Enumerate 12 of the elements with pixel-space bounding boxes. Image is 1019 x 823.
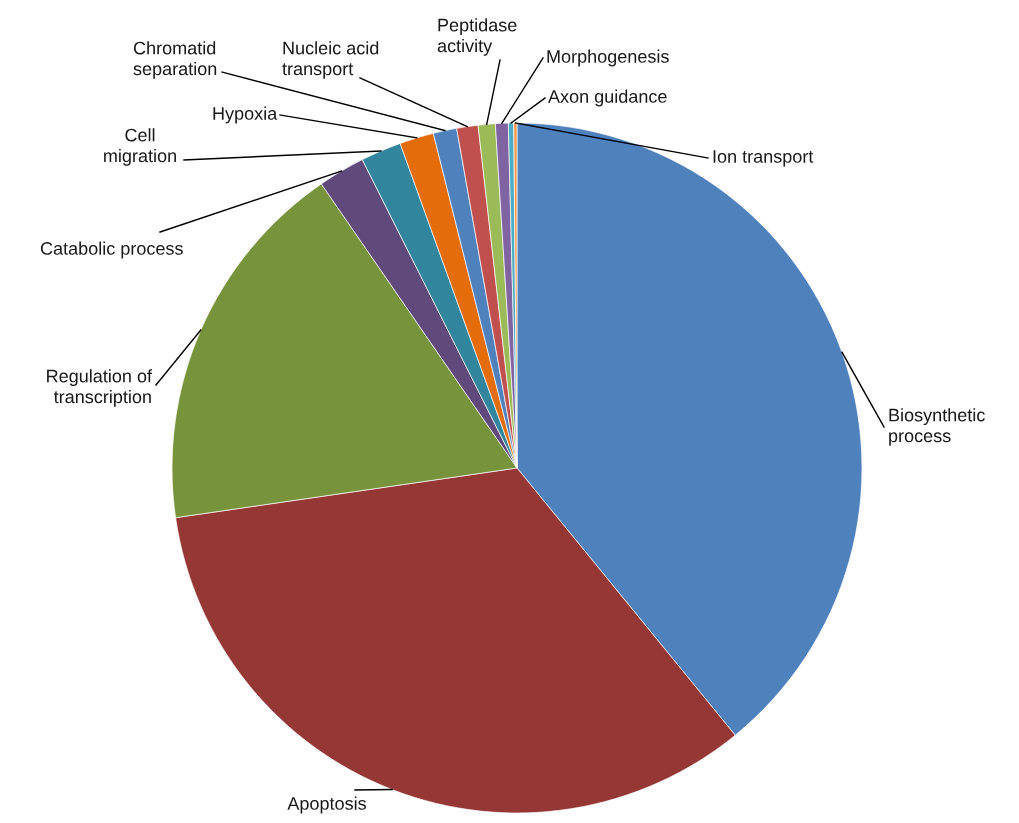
slice-label: Biosynthetic process xyxy=(889,408,985,446)
slice-label: Peptidase activity xyxy=(437,18,517,56)
slice-label: Chromatid separation xyxy=(133,41,217,79)
slice-label: Catabolic process xyxy=(40,241,183,259)
slice-label: Nucleic acid transport xyxy=(282,41,379,79)
slice-label: Regulation of transcription xyxy=(47,369,153,407)
slice-label: Apoptosis xyxy=(287,796,366,814)
slice-label: Cell migration xyxy=(104,128,176,166)
slice-label: Ion transport xyxy=(713,150,814,167)
slice-label: Morphogenesis xyxy=(547,49,669,67)
slice-label: Axon guidance xyxy=(548,89,667,107)
slice-label: Hypoxia xyxy=(213,106,278,124)
